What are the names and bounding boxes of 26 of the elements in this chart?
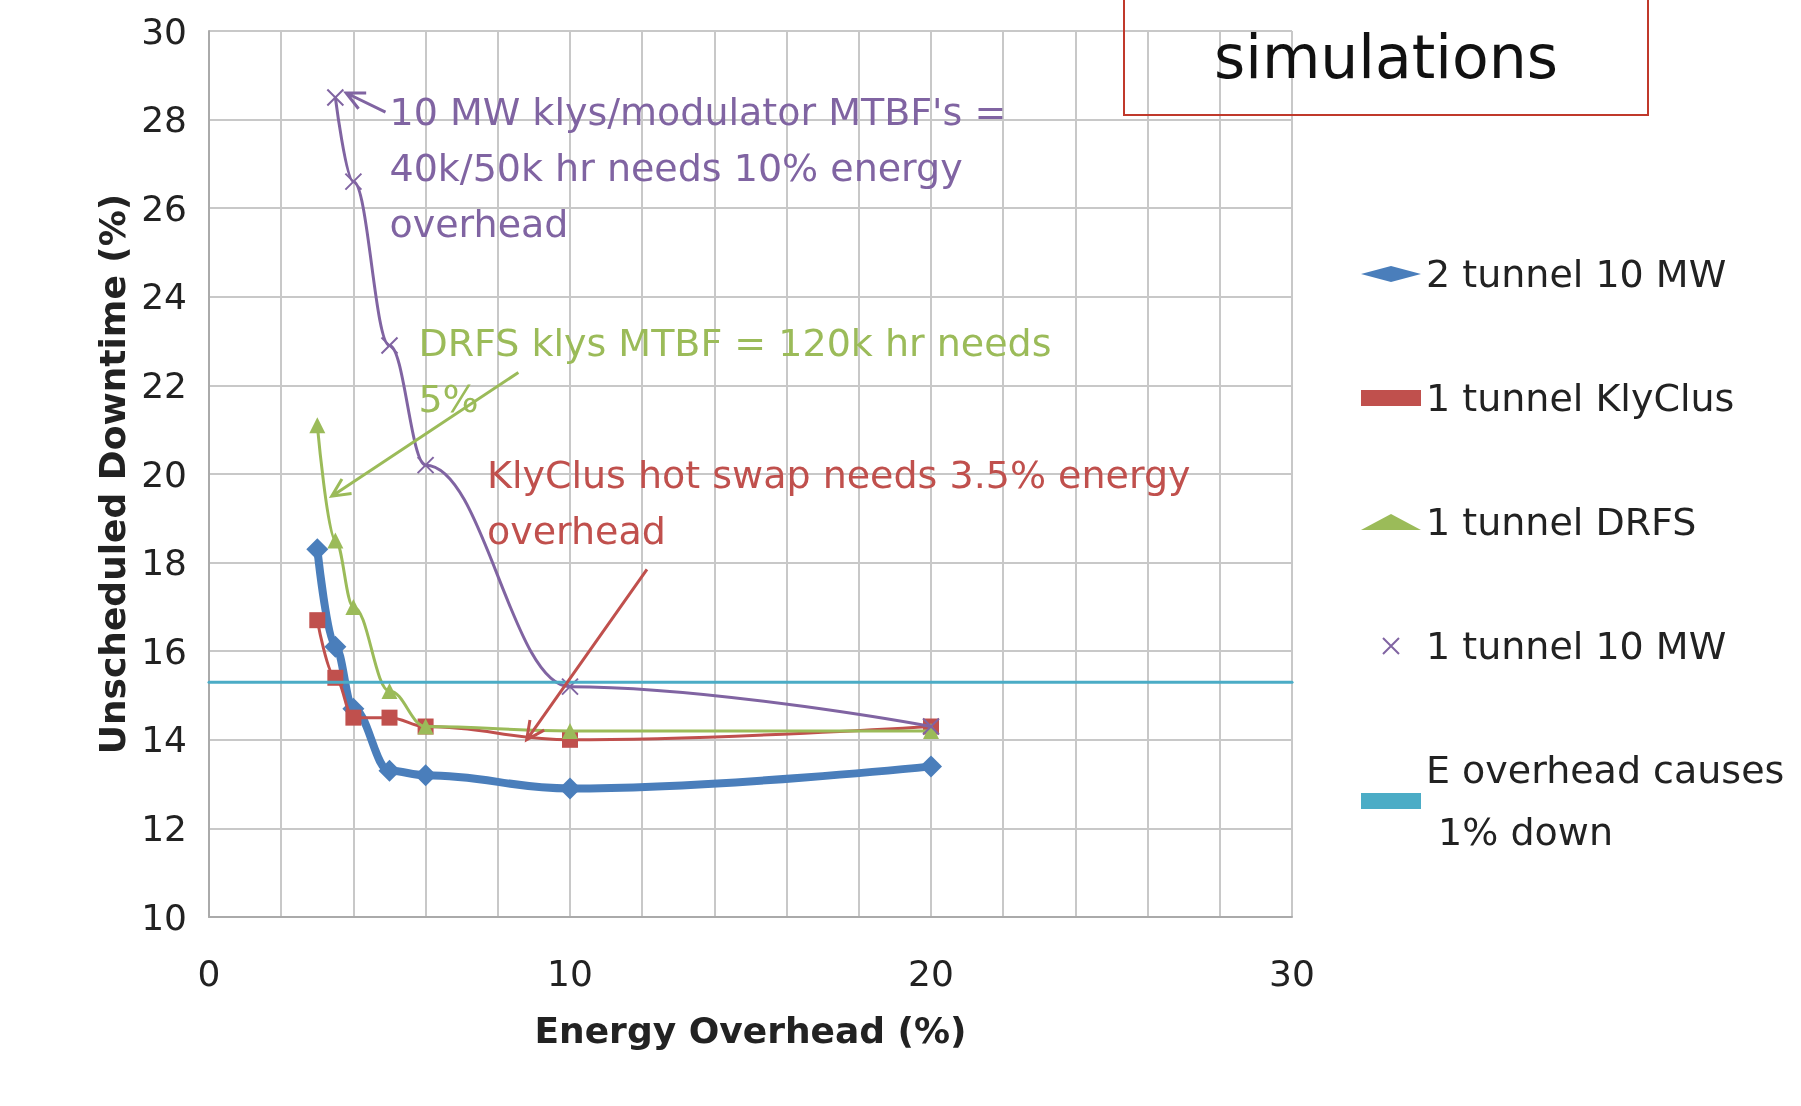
y-tick-label: 22 [141,364,187,406]
y-tick-label: 30 [141,10,187,52]
legend-label: 1 tunnel DRFS [1426,500,1697,544]
legend-label: 2 tunnel 10 MW [1426,252,1727,296]
legend-label: 1 tunnel KlyClus [1426,376,1735,420]
y-tick-label: 12 [141,807,187,849]
y-tick-label: 14 [141,719,187,761]
x-tick-label: 0 [197,952,221,994]
y-tick-label: 10 [141,896,187,938]
annotation: KlyClus hot swap needs 3.5% energy overhead [486,452,1192,556]
legend-label: E overhead causes 1% down [1426,748,1785,854]
x-tick-label: 30 [1269,952,1315,994]
y-tick-label: 18 [141,542,187,584]
y-tick-label: 28 [141,99,187,141]
x-tick-label: 20 [908,952,954,994]
annotation: DRFS klys MTBF = 120k hr needs 5% [418,319,1053,423]
x-tick-label: 10 [547,952,593,994]
annotation: simulations [1212,22,1559,92]
legend-label: 1 tunnel 10 MW [1426,624,1727,668]
y-tick-label: 16 [141,630,187,672]
y-axis-title: Unscheduled Downtime (%) [91,193,133,755]
x-axis-title: Energy Overhead (%) [534,1009,967,1051]
y-tick-label: 20 [141,453,187,495]
y-tick-label: 24 [141,276,187,318]
annotation: 10 MW klys/modulator MTBF's = 40k/50k hr needs 10% energy overhead [389,89,1008,249]
y-tick-label: 26 [141,187,187,229]
